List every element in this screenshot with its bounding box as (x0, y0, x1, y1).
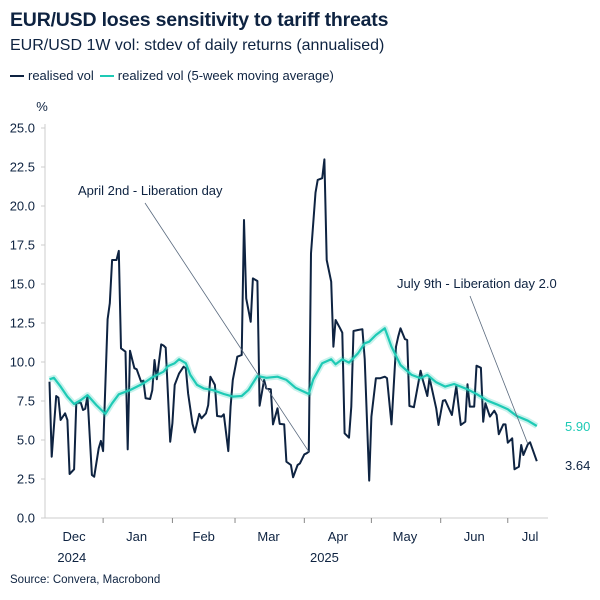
y-axis-unit: % (36, 99, 48, 114)
y-tick-label: 25.0 (10, 121, 35, 136)
legend: realised vol realized vol (5-week moving… (10, 68, 340, 83)
y-tick-label: 20.0 (10, 199, 35, 214)
y-tick-label: 22.5 (10, 160, 35, 175)
series-halo-moving-average (48, 325, 539, 429)
x-tick-label: Dec (62, 529, 86, 544)
annotation-label: April 2nd - Liberation day (78, 183, 223, 198)
legend-swatch-realised (10, 74, 24, 77)
y-tick-label: 15.0 (10, 277, 35, 292)
x-tick-label: May (393, 529, 418, 544)
annotation-leader-line (469, 295, 529, 445)
series-line-moving-average (49, 327, 538, 427)
x-tick-label: Mar (257, 529, 280, 544)
legend-item-realised: realised vol (10, 68, 94, 83)
legend-swatch-moving-average (99, 74, 114, 77)
end-label-moving-average: 5.90 (565, 419, 590, 434)
source-note: Source: Convera, Macrobond (10, 574, 161, 586)
legend-label: realized vol (5-week moving average) (117, 68, 334, 83)
y-tick-label: 2.5 (17, 472, 35, 487)
y-tick-label: 7.5 (17, 394, 35, 409)
chart-title: EUR/USD loses sensitivity to tariff thre… (10, 9, 389, 31)
end-label-realised-vol: 3.64 (565, 458, 590, 473)
annotation-leader-line (144, 202, 310, 452)
x-tick-label: Jul (522, 529, 539, 544)
chart-subtitle: EUR/USD 1W vol: stdev of daily returns (… (10, 37, 385, 54)
annotation-label: July 9th - Liberation day 2.0 (397, 276, 557, 291)
x-tick-label: Jun (464, 529, 485, 544)
x-tick-label: Feb (193, 529, 215, 544)
legend-label: realised vol (28, 68, 94, 83)
y-tick-label: 10.0 (10, 355, 35, 370)
x-tick-label: Jan (126, 529, 147, 544)
x-tick-label: Apr (328, 529, 349, 544)
y-tick-label: 17.5 (10, 238, 35, 253)
x-year-label: 2024 (57, 550, 86, 565)
y-tick-label: 12.5 (10, 316, 35, 331)
x-year-label: 2025 (310, 550, 339, 565)
y-tick-label: 0.0 (17, 511, 35, 526)
y-tick-label: 5.0 (17, 433, 35, 448)
legend-item-moving-average: realized vol (5-week moving average) (99, 68, 334, 83)
series-line-realised-vol (48, 158, 538, 482)
